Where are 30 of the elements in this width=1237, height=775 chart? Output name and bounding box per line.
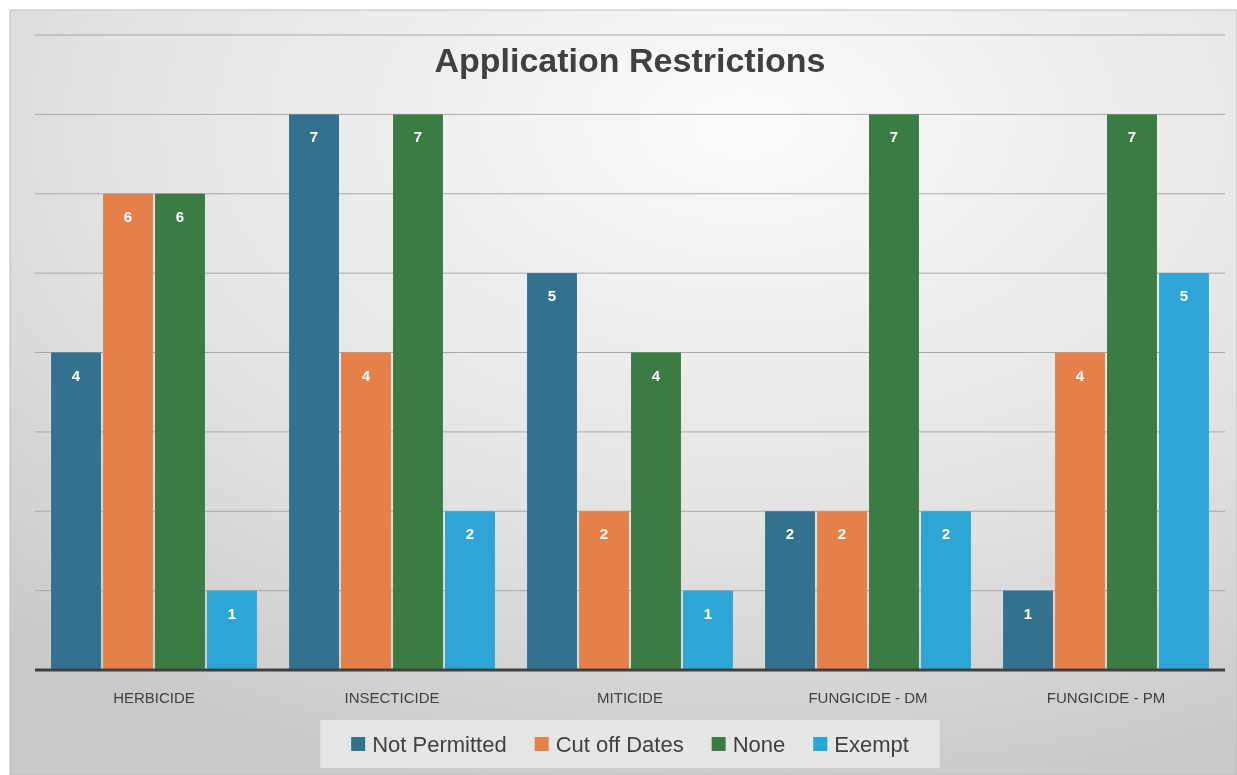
data-label: 4 [651,366,661,384]
x-tick-label: INSECTICIDE [344,689,440,706]
data-label: 4 [1075,366,1085,384]
data-label: 1 [1023,604,1033,622]
x-tick-label: HERBICIDE [113,689,195,706]
data-label: 2 [599,525,609,543]
data-label: 1 [227,604,237,622]
data-label: 5 [547,287,557,305]
x-tick-label: FUNGICIDE - DM [808,689,928,706]
data-label: 7 [1127,128,1137,146]
data-label: 2 [837,525,847,543]
data-label: 2 [941,525,951,543]
data-label: 2 [785,525,795,543]
data-label: 4 [361,366,371,384]
data-label: 1 [703,604,713,622]
legend-label: Exempt [834,732,909,757]
data-label: 4 [71,366,81,384]
data-label: 7 [309,128,319,146]
x-tick-label: FUNGICIDE - PM [1046,689,1166,706]
legend-label: Cut off Dates [555,732,684,757]
data-label: 7 [889,128,899,146]
data-label: 6 [175,207,185,225]
x-tick-label: MITICIDE [597,689,663,706]
legend-label: None [732,732,786,757]
data-label: 7 [413,128,423,146]
data-label: 6 [123,207,133,225]
legend-label: Not Permitted [372,732,507,757]
data-label: 2 [465,525,475,543]
chart-title: Application Restrictions [434,41,826,79]
data-label: 5 [1179,287,1189,305]
